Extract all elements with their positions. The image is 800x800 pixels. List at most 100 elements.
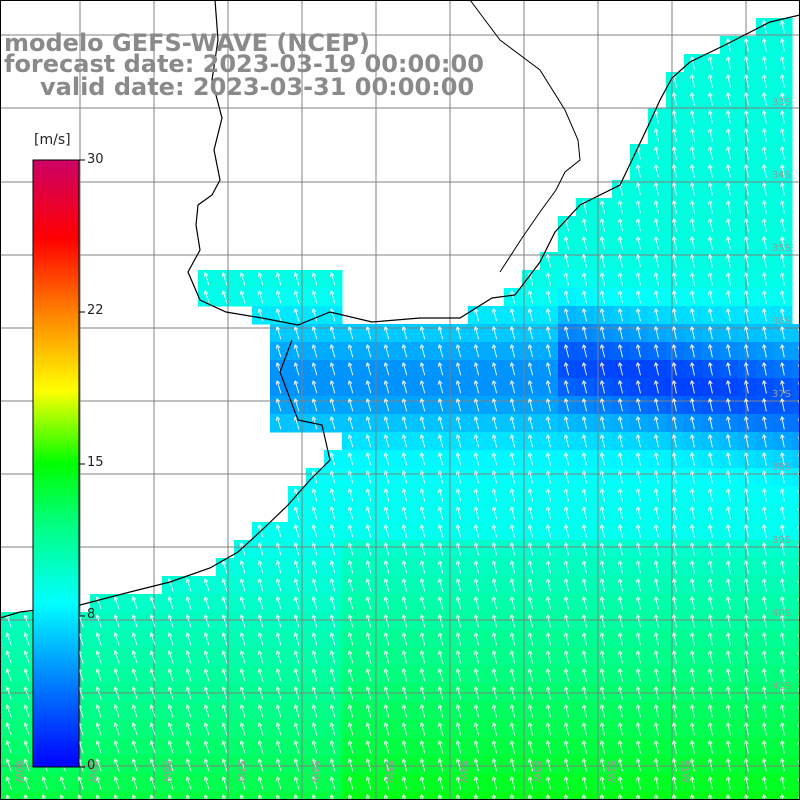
wind-arrow	[527, 470, 534, 484]
wind-arrow	[185, 668, 192, 682]
wind-arrow	[329, 632, 336, 646]
wind-arrow	[744, 668, 749, 682]
wind-arrow	[726, 398, 731, 412]
wind-cell	[90, 792, 109, 800]
wind-cell	[180, 792, 199, 800]
wind-arrow	[708, 200, 713, 214]
wind-arrow	[203, 578, 210, 592]
wind-arrow	[437, 362, 444, 376]
wind-arrow	[563, 650, 570, 664]
wind-arrow	[545, 398, 552, 412]
wind-arrow	[419, 668, 426, 682]
latitude-label: 41S	[772, 681, 791, 692]
wind-cell	[792, 504, 800, 523]
wind-arrow	[762, 74, 767, 88]
wind-arrow	[744, 560, 749, 574]
wind-arrow	[347, 434, 354, 448]
wind-arrow	[491, 578, 498, 592]
wind-arrow	[672, 524, 677, 538]
wind-arrow	[347, 704, 354, 718]
wind-arrow	[329, 506, 336, 520]
wind-arrow	[491, 452, 498, 466]
wind-arrow	[293, 578, 300, 592]
wind-arrow	[293, 524, 300, 538]
wind-arrow	[365, 326, 372, 340]
wind-arrow	[545, 650, 552, 664]
title-valid-date: valid date: 2023-03-31 00:00:00	[40, 73, 475, 101]
wind-arrow	[708, 542, 713, 556]
wind-arrow	[618, 452, 623, 466]
wind-arrow	[437, 524, 444, 538]
wind-cell	[252, 792, 271, 800]
wind-arrow	[726, 686, 731, 700]
wind-arrow	[329, 416, 336, 430]
wind-arrow	[563, 380, 570, 394]
wind-arrow	[762, 308, 767, 322]
wind-arrow	[491, 470, 498, 484]
wind-arrow	[636, 632, 641, 646]
wind-arrow	[636, 254, 641, 268]
wind-arrow	[744, 416, 749, 430]
wind-arrow	[599, 704, 605, 718]
wind-arrow	[527, 542, 534, 556]
wind-arrow	[599, 344, 605, 358]
wind-arrow	[581, 290, 587, 304]
wind-arrow	[744, 596, 749, 610]
wind-arrow	[131, 722, 138, 736]
wind-arrow	[275, 308, 282, 322]
wind-arrow	[744, 38, 749, 52]
wind-arrow	[203, 614, 210, 628]
wind-arrow	[383, 416, 390, 430]
wind-arrow	[708, 614, 713, 628]
wind-arrow	[780, 524, 785, 538]
wind-arrow	[672, 668, 677, 682]
wind-arrow	[365, 596, 372, 610]
wind-arrow	[239, 578, 246, 592]
wind-arrow	[780, 254, 785, 268]
wind-arrow	[762, 578, 767, 592]
wind-arrow	[509, 488, 516, 502]
wind-cell	[792, 666, 800, 685]
wind-arrow	[455, 344, 462, 358]
wind-arrow	[473, 344, 480, 358]
wind-arrow	[563, 236, 570, 250]
wind-arrow	[672, 200, 677, 214]
wind-cell	[792, 756, 800, 775]
wind-arrow	[744, 236, 749, 250]
wind-arrow	[636, 362, 641, 376]
wind-cell	[198, 792, 217, 800]
wind-arrow	[311, 470, 318, 484]
wind-arrow	[762, 200, 767, 214]
wind-arrow	[744, 200, 749, 214]
wind-arrow	[491, 524, 498, 538]
wind-arrow	[329, 596, 336, 610]
wind-arrow	[527, 614, 534, 628]
wind-arrow	[419, 704, 426, 718]
wind-arrow	[311, 722, 318, 736]
wind-arrow	[239, 596, 246, 610]
wind-arrow	[383, 704, 390, 718]
wind-arrow	[744, 650, 749, 664]
wind-arrow	[311, 362, 318, 376]
wind-cell	[36, 792, 55, 800]
wind-arrow	[203, 704, 210, 718]
wind-arrow	[563, 344, 570, 358]
wind-arrow	[293, 704, 300, 718]
wind-arrow	[636, 290, 641, 304]
wind-arrow	[545, 452, 552, 466]
wind-arrow	[293, 272, 300, 286]
wind-arrow	[527, 290, 534, 304]
wind-arrow	[275, 290, 282, 304]
wind-arrow	[185, 686, 192, 700]
wind-arrow	[491, 668, 498, 682]
wind-arrow	[581, 254, 587, 268]
wind-arrow	[491, 398, 498, 412]
wind-arrow	[744, 74, 749, 88]
wind-arrow	[437, 416, 444, 430]
wind-arrow	[581, 362, 587, 376]
wind-arrow	[347, 686, 354, 700]
wind-cell	[792, 468, 800, 487]
wind-arrow	[581, 236, 587, 250]
wind-arrow	[527, 668, 534, 682]
wind-arrow	[636, 650, 641, 664]
